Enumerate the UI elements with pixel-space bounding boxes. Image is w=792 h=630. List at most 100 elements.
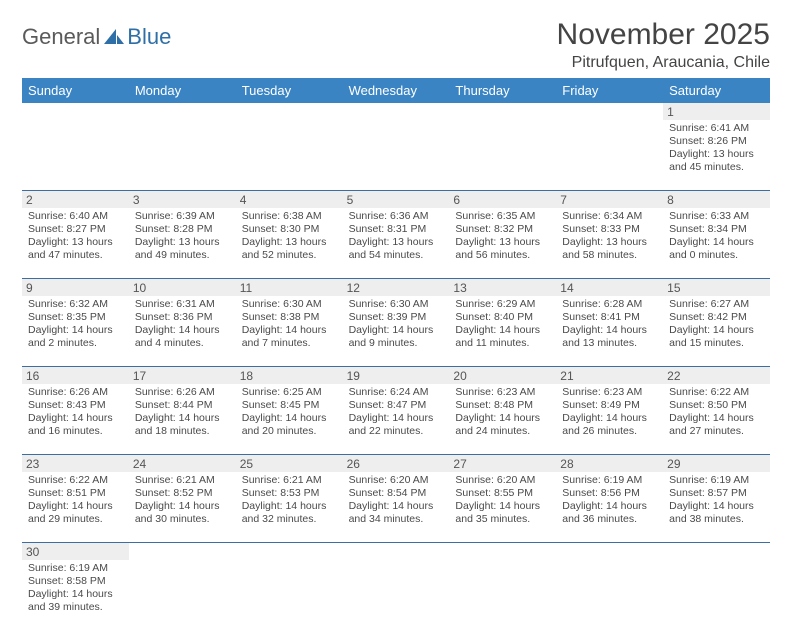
day-info-line: and 7 minutes. bbox=[242, 337, 337, 350]
day-info-line: Sunset: 8:54 PM bbox=[349, 487, 444, 500]
week-row: Sunrise: 6:22 AMSunset: 8:51 PMDaylight:… bbox=[22, 472, 770, 543]
day-info-line: Sunset: 8:45 PM bbox=[242, 399, 337, 412]
day-number: 22 bbox=[663, 367, 770, 384]
header: General Blue November 2025 Pitrufquen, A… bbox=[22, 18, 770, 72]
day-info-line: Sunrise: 6:27 AM bbox=[669, 298, 764, 311]
day-info-line: and 11 minutes. bbox=[455, 337, 550, 350]
location-text: Pitrufquen, Araucania, Chile bbox=[557, 54, 770, 72]
day-number: 17 bbox=[129, 367, 236, 384]
day-info-line: Sunset: 8:27 PM bbox=[28, 223, 123, 236]
day-info-line: Daylight: 14 hours bbox=[242, 324, 337, 337]
day-number: 19 bbox=[343, 367, 450, 384]
weeks-container: 1Sunrise: 6:41 AMSunset: 8:26 PMDaylight… bbox=[22, 103, 770, 630]
day-info-line: Sunrise: 6:30 AM bbox=[349, 298, 444, 311]
day-info-line: Sunrise: 6:34 AM bbox=[562, 210, 657, 223]
day-info-line: Sunset: 8:51 PM bbox=[28, 487, 123, 500]
day-cell: Sunrise: 6:21 AMSunset: 8:53 PMDaylight:… bbox=[236, 472, 343, 542]
day-info: Sunrise: 6:19 AMSunset: 8:56 PMDaylight:… bbox=[560, 474, 659, 527]
day-cell bbox=[343, 560, 450, 630]
day-cell: Sunrise: 6:19 AMSunset: 8:57 PMDaylight:… bbox=[663, 472, 770, 542]
day-info-line: Sunset: 8:26 PM bbox=[669, 135, 764, 148]
day-number: 8 bbox=[663, 191, 770, 208]
day-info-line: and 13 minutes. bbox=[562, 337, 657, 350]
day-number: 9 bbox=[22, 279, 129, 296]
day-info: Sunrise: 6:20 AMSunset: 8:55 PMDaylight:… bbox=[453, 474, 552, 527]
day-info: Sunrise: 6:25 AMSunset: 8:45 PMDaylight:… bbox=[240, 386, 339, 439]
logo: General Blue bbox=[22, 18, 171, 50]
day-cell: Sunrise: 6:29 AMSunset: 8:40 PMDaylight:… bbox=[449, 296, 556, 366]
day-cell bbox=[22, 120, 129, 190]
day-info-line: Sunset: 8:49 PM bbox=[562, 399, 657, 412]
day-number bbox=[556, 103, 663, 120]
day-cell: Sunrise: 6:32 AMSunset: 8:35 PMDaylight:… bbox=[22, 296, 129, 366]
day-info-line: Sunrise: 6:26 AM bbox=[135, 386, 230, 399]
day-info-line: Sunrise: 6:39 AM bbox=[135, 210, 230, 223]
day-info: Sunrise: 6:40 AMSunset: 8:27 PMDaylight:… bbox=[26, 210, 125, 263]
day-info-line: Daylight: 14 hours bbox=[28, 500, 123, 513]
day-info: Sunrise: 6:20 AMSunset: 8:54 PMDaylight:… bbox=[347, 474, 446, 527]
day-info-line: Sunrise: 6:33 AM bbox=[669, 210, 764, 223]
day-cell: Sunrise: 6:41 AMSunset: 8:26 PMDaylight:… bbox=[663, 120, 770, 190]
day-cell: Sunrise: 6:23 AMSunset: 8:48 PMDaylight:… bbox=[449, 384, 556, 454]
day-info-line: Sunrise: 6:40 AM bbox=[28, 210, 123, 223]
day-info-line: Sunset: 8:35 PM bbox=[28, 311, 123, 324]
day-number: 12 bbox=[343, 279, 450, 296]
day-cell: Sunrise: 6:22 AMSunset: 8:50 PMDaylight:… bbox=[663, 384, 770, 454]
day-number bbox=[129, 103, 236, 120]
day-cell bbox=[129, 120, 236, 190]
day-info-line: Daylight: 14 hours bbox=[455, 324, 550, 337]
weekday-label: Sunday bbox=[22, 78, 129, 103]
day-cell: Sunrise: 6:26 AMSunset: 8:44 PMDaylight:… bbox=[129, 384, 236, 454]
day-cell bbox=[129, 560, 236, 630]
day-cell bbox=[449, 120, 556, 190]
day-info-line: Sunset: 8:30 PM bbox=[242, 223, 337, 236]
day-cell: Sunrise: 6:40 AMSunset: 8:27 PMDaylight:… bbox=[22, 208, 129, 278]
day-cell bbox=[556, 560, 663, 630]
day-info-line: Sunrise: 6:35 AM bbox=[455, 210, 550, 223]
title-block: November 2025 Pitrufquen, Araucania, Chi… bbox=[557, 18, 770, 72]
day-info-line: and 27 minutes. bbox=[669, 425, 764, 438]
day-info-line: Daylight: 14 hours bbox=[135, 500, 230, 513]
day-info-line: Sunrise: 6:19 AM bbox=[28, 562, 123, 575]
day-number: 14 bbox=[556, 279, 663, 296]
day-info-line: Sunset: 8:33 PM bbox=[562, 223, 657, 236]
day-info: Sunrise: 6:36 AMSunset: 8:31 PMDaylight:… bbox=[347, 210, 446, 263]
daynum-row: 1 bbox=[22, 103, 770, 120]
day-info: Sunrise: 6:35 AMSunset: 8:32 PMDaylight:… bbox=[453, 210, 552, 263]
day-info-line: Daylight: 14 hours bbox=[242, 412, 337, 425]
day-cell bbox=[343, 120, 450, 190]
day-info: Sunrise: 6:32 AMSunset: 8:35 PMDaylight:… bbox=[26, 298, 125, 351]
day-cell: Sunrise: 6:35 AMSunset: 8:32 PMDaylight:… bbox=[449, 208, 556, 278]
day-cell: Sunrise: 6:30 AMSunset: 8:38 PMDaylight:… bbox=[236, 296, 343, 366]
weekday-label: Saturday bbox=[663, 78, 770, 103]
daynum-row: 23242526272829 bbox=[22, 455, 770, 472]
day-info-line: Sunrise: 6:29 AM bbox=[455, 298, 550, 311]
day-info-line: and 32 minutes. bbox=[242, 513, 337, 526]
day-cell: Sunrise: 6:19 AMSunset: 8:56 PMDaylight:… bbox=[556, 472, 663, 542]
day-info-line: and 49 minutes. bbox=[135, 249, 230, 262]
day-info-line: Sunset: 8:52 PM bbox=[135, 487, 230, 500]
day-info: Sunrise: 6:28 AMSunset: 8:41 PMDaylight:… bbox=[560, 298, 659, 351]
day-number: 1 bbox=[663, 103, 770, 120]
day-cell: Sunrise: 6:21 AMSunset: 8:52 PMDaylight:… bbox=[129, 472, 236, 542]
day-info-line: and 16 minutes. bbox=[28, 425, 123, 438]
day-info-line: Sunrise: 6:36 AM bbox=[349, 210, 444, 223]
day-info-line: Daylight: 14 hours bbox=[135, 324, 230, 337]
day-info-line: Sunset: 8:28 PM bbox=[135, 223, 230, 236]
day-cell bbox=[663, 560, 770, 630]
day-info-line: Sunset: 8:40 PM bbox=[455, 311, 550, 324]
day-cell bbox=[236, 560, 343, 630]
day-number: 27 bbox=[449, 455, 556, 472]
day-info-line: Daylight: 14 hours bbox=[455, 412, 550, 425]
day-cell: Sunrise: 6:30 AMSunset: 8:39 PMDaylight:… bbox=[343, 296, 450, 366]
day-number: 15 bbox=[663, 279, 770, 296]
day-info-line: Sunrise: 6:32 AM bbox=[28, 298, 123, 311]
day-number: 6 bbox=[449, 191, 556, 208]
day-number: 5 bbox=[343, 191, 450, 208]
day-number: 10 bbox=[129, 279, 236, 296]
day-info-line: Daylight: 13 hours bbox=[349, 236, 444, 249]
day-info-line: and 58 minutes. bbox=[562, 249, 657, 262]
day-info-line: Sunset: 8:39 PM bbox=[349, 311, 444, 324]
day-info: Sunrise: 6:26 AMSunset: 8:44 PMDaylight:… bbox=[133, 386, 232, 439]
day-info-line: and 54 minutes. bbox=[349, 249, 444, 262]
